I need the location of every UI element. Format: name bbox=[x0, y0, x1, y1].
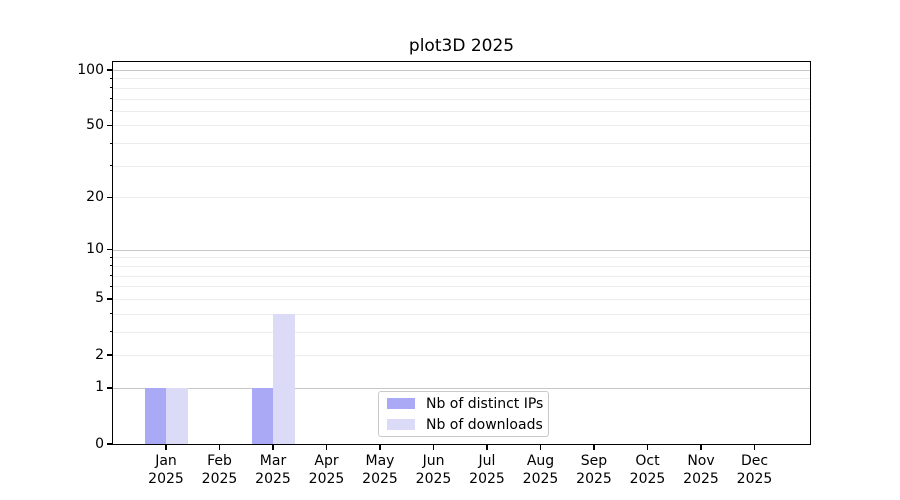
x-tick-label-sep: Sep 2025 bbox=[576, 453, 612, 487]
bar-nb-of-distinct-ips-jan bbox=[144, 387, 166, 444]
y-tick-0 bbox=[107, 443, 113, 445]
y-minortick-8 bbox=[110, 265, 113, 267]
gridline-minor-6 bbox=[113, 286, 810, 288]
x-tick-label-apr: Apr 2025 bbox=[308, 453, 345, 487]
bar-nb-of-downloads-mar bbox=[273, 313, 295, 444]
x-tick-may bbox=[379, 444, 381, 450]
y-tick-50 bbox=[107, 124, 113, 127]
y-tick-label-20: 20 bbox=[86, 188, 104, 205]
x-tick-label-mar: Mar 2025 bbox=[255, 453, 291, 487]
gridline-major-1 bbox=[113, 387, 810, 389]
x-tick-label-jan: Jan 2025 bbox=[148, 453, 184, 487]
gridline-minor-60 bbox=[113, 110, 810, 112]
x-tick-label-oct: Oct 2025 bbox=[629, 453, 666, 487]
legend-item-downloads: Nb of downloads bbox=[387, 415, 548, 435]
y-minortick-70 bbox=[110, 98, 113, 100]
y-minortick-6 bbox=[110, 285, 113, 287]
legend-item-distinct-ips: Nb of distinct IPs bbox=[387, 394, 548, 414]
gridline-minor-70 bbox=[113, 98, 810, 100]
y-minortick-9 bbox=[110, 256, 113, 258]
y-tick-100 bbox=[107, 69, 113, 71]
x-tick-mar bbox=[272, 444, 274, 450]
x-tick-label-jul: Jul 2025 bbox=[469, 453, 505, 487]
gridline-minor-8 bbox=[113, 265, 810, 267]
legend-label-distinct-ips: Nb of distinct IPs bbox=[426, 395, 544, 412]
plot-area bbox=[112, 61, 811, 445]
y-tick-20 bbox=[107, 196, 113, 199]
gridline-minor-80 bbox=[113, 87, 810, 89]
y-minortick-30 bbox=[110, 165, 113, 167]
y-tick-label-5: 5 bbox=[95, 290, 104, 307]
x-tick-jan bbox=[165, 444, 167, 450]
x-tick-apr bbox=[325, 444, 328, 450]
x-tick-sep bbox=[593, 444, 595, 450]
x-tick-label-feb: Feb 2025 bbox=[201, 453, 238, 487]
legend-swatch-distinct-ips-icon bbox=[387, 398, 415, 409]
x-tick-aug bbox=[539, 444, 542, 450]
y-tick-label-0: 0 bbox=[95, 435, 104, 452]
gridline-minor-50 bbox=[113, 125, 810, 127]
y-minortick-7 bbox=[110, 274, 113, 277]
y-minortick-3 bbox=[110, 331, 113, 333]
gridline-minor-30 bbox=[113, 165, 810, 167]
y-minortick-40 bbox=[110, 142, 113, 144]
y-tick-1 bbox=[107, 387, 113, 389]
x-tick-jun bbox=[432, 444, 435, 450]
x-tick-feb bbox=[218, 444, 221, 450]
x-tick-label-jun: Jun 2025 bbox=[415, 453, 452, 487]
bar-nb-of-distinct-ips-mar bbox=[251, 387, 273, 444]
x-tick-oct bbox=[646, 444, 649, 450]
x-tick-label-nov: Nov 2025 bbox=[683, 453, 719, 487]
y-tick-10 bbox=[107, 248, 113, 251]
legend: Nb of distinct IPs Nb of downloads bbox=[378, 391, 549, 437]
gridline-minor-90 bbox=[113, 78, 810, 80]
y-minortick-80 bbox=[110, 87, 113, 89]
y-minortick-60 bbox=[110, 110, 113, 112]
gridline-minor-2 bbox=[113, 355, 810, 356]
x-tick-jul bbox=[486, 444, 488, 450]
y-minortick-90 bbox=[110, 77, 113, 79]
y-tick-label-10: 10 bbox=[86, 241, 104, 258]
gridline-major-100 bbox=[113, 70, 810, 71]
x-tick-label-aug: Aug 2025 bbox=[522, 453, 559, 487]
gridline-minor-40 bbox=[113, 143, 810, 145]
y-tick-2 bbox=[107, 354, 113, 356]
gridline-minor-9 bbox=[113, 257, 810, 259]
y-tick-label-50: 50 bbox=[86, 116, 104, 133]
chart-title: plot3D 2025 bbox=[408, 36, 515, 56]
bar-nb-of-downloads-jan bbox=[166, 387, 188, 444]
y-minortick-4 bbox=[110, 313, 113, 315]
gridline-major-10 bbox=[113, 249, 810, 251]
x-tick-label-dec: Dec 2025 bbox=[736, 453, 773, 487]
gridline-minor-3 bbox=[113, 331, 810, 333]
y-tick-5 bbox=[107, 298, 113, 300]
x-tick-dec bbox=[753, 444, 756, 450]
legend-swatch-downloads-icon bbox=[387, 419, 415, 430]
gridline-minor-7 bbox=[113, 275, 810, 277]
y-tick-label-2: 2 bbox=[95, 346, 104, 363]
y-tick-label-100: 100 bbox=[77, 61, 104, 78]
legend-label-downloads: Nb of downloads bbox=[426, 416, 543, 433]
x-tick-nov bbox=[700, 444, 702, 450]
y-tick-label-1: 1 bbox=[95, 379, 104, 396]
x-tick-label-may: May 2025 bbox=[362, 453, 398, 487]
gridline-minor-5 bbox=[113, 298, 810, 300]
gridline-minor-20 bbox=[113, 197, 810, 199]
gridline-minor-4 bbox=[113, 313, 810, 315]
